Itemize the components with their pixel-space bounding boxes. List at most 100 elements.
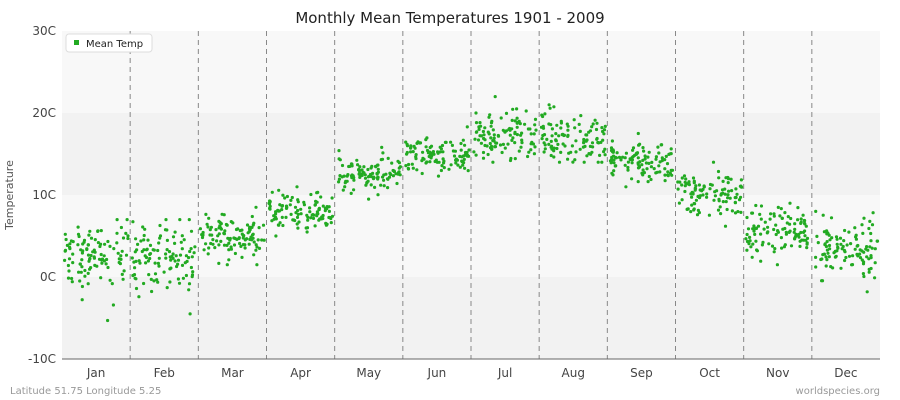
- data-point: [148, 252, 153, 256]
- data-point: [745, 248, 749, 252]
- data-point: [222, 231, 226, 235]
- data-point: [855, 244, 859, 248]
- data-point: [254, 243, 258, 247]
- data-point: [609, 146, 614, 150]
- data-point: [641, 158, 645, 162]
- data-point: [692, 201, 696, 206]
- data-point: [631, 148, 635, 152]
- data-point: [646, 180, 650, 184]
- data-point: [744, 237, 748, 241]
- data-point: [375, 171, 379, 176]
- data-point: [708, 187, 712, 191]
- data-point: [309, 192, 313, 197]
- data-point: [801, 230, 806, 234]
- data-point: [80, 251, 84, 255]
- data-point: [860, 249, 864, 253]
- data-point: [723, 192, 727, 196]
- data-point: [786, 215, 790, 219]
- data-point: [330, 214, 335, 218]
- data-point: [340, 163, 345, 168]
- data-point: [532, 152, 537, 156]
- data-point: [660, 156, 664, 160]
- data-point: [204, 242, 208, 246]
- data-point: [214, 228, 218, 232]
- data-point: [660, 143, 664, 147]
- data-point: [763, 220, 767, 224]
- data-point: [168, 280, 172, 284]
- data-point: [587, 130, 591, 134]
- data-point: [164, 218, 168, 222]
- data-point: [490, 147, 494, 151]
- data-point: [663, 158, 667, 162]
- data-point: [276, 223, 280, 227]
- data-point: [463, 153, 467, 157]
- data-point: [100, 257, 105, 261]
- data-point: [789, 216, 793, 221]
- data-point: [739, 178, 744, 182]
- data-point: [557, 134, 561, 138]
- data-point: [865, 255, 869, 259]
- data-point: [376, 163, 380, 167]
- data-point: [200, 233, 204, 237]
- data-point: [511, 136, 515, 140]
- data-point: [609, 161, 613, 165]
- data-point: [626, 160, 631, 164]
- data-point: [315, 191, 319, 195]
- data-point: [284, 204, 289, 208]
- data-point: [371, 171, 375, 175]
- data-point: [120, 249, 124, 253]
- data-point: [780, 246, 784, 250]
- data-point: [337, 180, 341, 184]
- data-point: [733, 200, 737, 204]
- data-point: [644, 161, 649, 165]
- data-point: [680, 198, 684, 202]
- data-point: [563, 144, 567, 148]
- data-point: [523, 122, 527, 126]
- data-point: [149, 277, 153, 281]
- data-point: [411, 166, 415, 170]
- data-point: [500, 150, 504, 155]
- data-point: [376, 177, 380, 181]
- data-point: [456, 163, 460, 167]
- data-point: [550, 134, 554, 138]
- data-point: [734, 195, 738, 200]
- data-point: [144, 261, 148, 265]
- data-point: [705, 195, 709, 199]
- data-point: [82, 240, 86, 244]
- data-point: [596, 140, 600, 145]
- data-point: [414, 157, 418, 161]
- data-point: [189, 265, 193, 270]
- data-point: [680, 183, 684, 187]
- data-point: [270, 219, 274, 223]
- data-point: [174, 254, 178, 258]
- data-point: [868, 219, 872, 223]
- data-point: [77, 234, 81, 239]
- data-point: [460, 155, 464, 159]
- data-point: [150, 289, 154, 294]
- data-point: [308, 206, 312, 210]
- data-point: [825, 229, 829, 233]
- data-point: [870, 223, 875, 227]
- data-point: [835, 242, 839, 246]
- data-point: [503, 146, 507, 150]
- data-point: [511, 107, 515, 111]
- data-point: [327, 209, 331, 213]
- data-point: [369, 183, 373, 187]
- data-point: [395, 181, 399, 186]
- data-point: [654, 157, 658, 161]
- data-point: [389, 172, 393, 177]
- data-point: [613, 155, 618, 159]
- data-point: [636, 131, 640, 136]
- data-point: [305, 226, 310, 230]
- data-point: [164, 252, 168, 256]
- data-point: [753, 232, 757, 236]
- data-point: [799, 220, 803, 224]
- data-point: [683, 180, 687, 184]
- data-point: [861, 231, 865, 235]
- data-point: [205, 222, 209, 226]
- data-point: [861, 262, 866, 266]
- data-point: [257, 246, 262, 250]
- data-point: [447, 167, 451, 171]
- data-point: [70, 280, 74, 284]
- data-point: [440, 143, 445, 148]
